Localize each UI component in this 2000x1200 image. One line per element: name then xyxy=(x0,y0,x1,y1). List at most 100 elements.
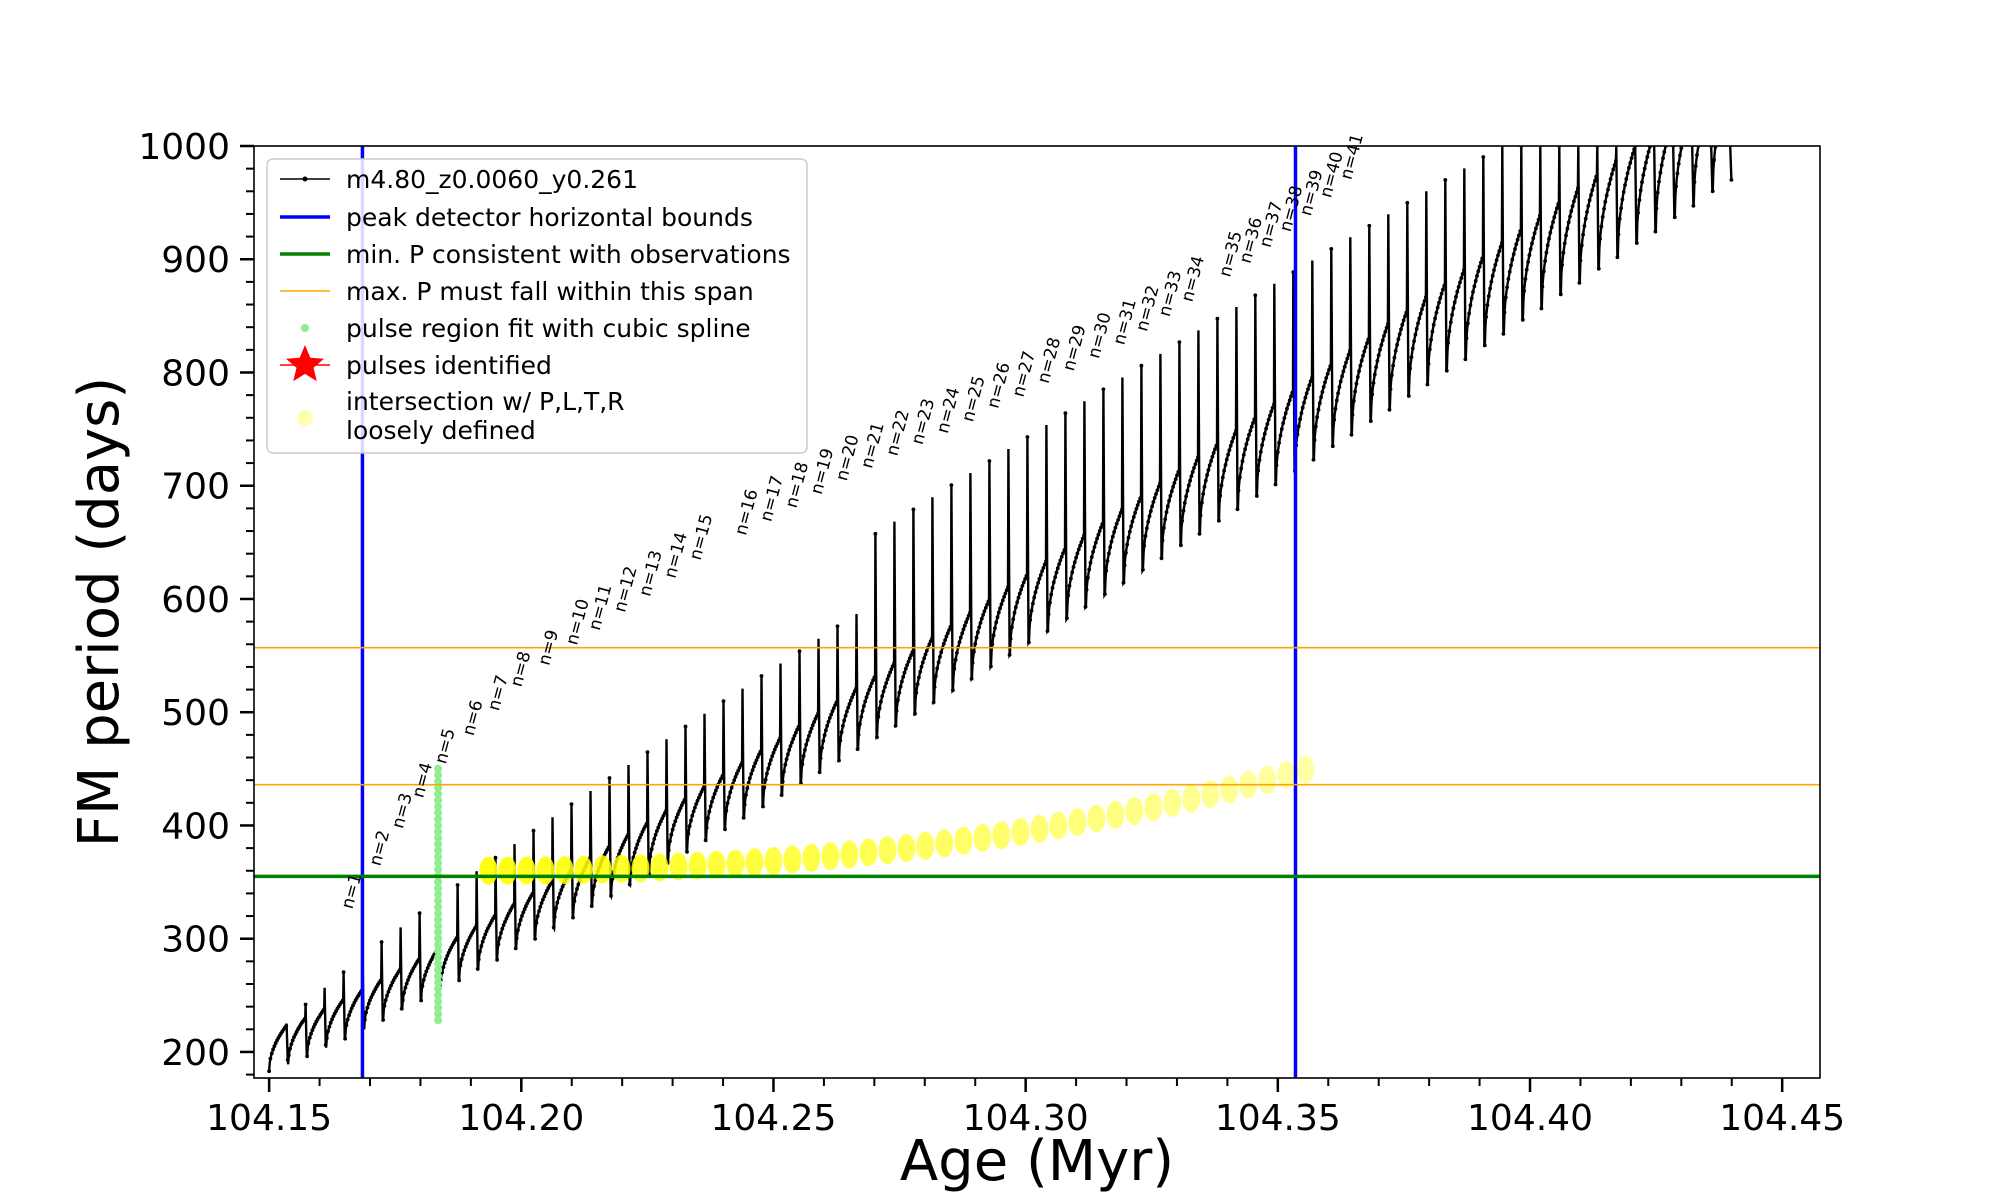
model-point xyxy=(1337,385,1342,389)
model-point xyxy=(1560,263,1564,267)
model-point xyxy=(1040,569,1044,574)
model-point xyxy=(936,660,941,665)
model-point xyxy=(1535,222,1540,226)
model-point xyxy=(290,1038,295,1043)
model-point xyxy=(345,1017,350,1022)
model-point xyxy=(664,808,668,813)
model-point xyxy=(400,998,405,1003)
model-point xyxy=(1296,424,1301,429)
intersection-point xyxy=(954,826,973,855)
model-point xyxy=(551,925,556,930)
model-point xyxy=(1336,391,1340,396)
model-point xyxy=(885,677,890,682)
model-point xyxy=(1251,421,1255,425)
model-point xyxy=(476,957,481,962)
spline-points xyxy=(434,764,443,1025)
model-point xyxy=(782,769,786,774)
model-point xyxy=(918,669,923,674)
model-point xyxy=(767,762,772,766)
model-point xyxy=(627,882,632,887)
model-point xyxy=(1570,204,1575,209)
model-point xyxy=(1585,210,1589,214)
model-point xyxy=(695,798,700,803)
model-point xyxy=(1578,258,1583,263)
model-point xyxy=(930,636,934,640)
model-point xyxy=(890,664,895,669)
model-point xyxy=(1279,427,1284,431)
intersection-point xyxy=(1011,818,1030,847)
model-point xyxy=(1452,300,1457,305)
model-point xyxy=(444,957,448,962)
intersection-point xyxy=(916,831,935,860)
model-point xyxy=(1162,526,1166,530)
model-point xyxy=(945,631,950,636)
model-point xyxy=(1013,605,1018,610)
model-point xyxy=(558,891,562,896)
model-point xyxy=(1345,356,1350,361)
model-point xyxy=(457,978,461,983)
model-point xyxy=(556,895,561,900)
model-point xyxy=(1576,186,1580,191)
model-point xyxy=(1175,473,1179,478)
spline-point xyxy=(434,915,443,924)
model-point xyxy=(348,1009,353,1014)
model-point xyxy=(1712,158,1716,162)
model-point xyxy=(1611,167,1616,172)
model-point xyxy=(1029,608,1034,613)
model-point xyxy=(721,699,726,703)
model-point xyxy=(1234,428,1238,433)
model-point xyxy=(972,649,976,654)
model-point xyxy=(879,699,883,704)
model-point xyxy=(493,855,498,860)
model-point xyxy=(1215,316,1220,321)
model-point xyxy=(1316,407,1321,412)
model-point xyxy=(424,969,429,974)
model-point xyxy=(504,916,509,921)
model-point xyxy=(1632,147,1637,152)
x-tick-label: 104.30 xyxy=(963,1098,1089,1139)
model-point xyxy=(517,922,522,927)
model-point xyxy=(1101,387,1106,392)
model-point xyxy=(1569,209,1574,214)
model-point xyxy=(1057,562,1061,566)
model-point xyxy=(780,779,785,784)
model-point xyxy=(1189,474,1194,478)
model-point xyxy=(1490,273,1495,278)
intersection-point xyxy=(821,842,840,871)
model-point xyxy=(723,827,727,832)
model-point xyxy=(1564,233,1568,238)
model-point xyxy=(1248,428,1253,433)
model-point xyxy=(305,1054,309,1059)
model-point xyxy=(1147,514,1152,519)
intersection-point xyxy=(517,856,536,885)
model-point xyxy=(1031,601,1035,606)
model-point xyxy=(1412,339,1416,343)
intersection-point xyxy=(1049,811,1068,840)
model-point xyxy=(830,709,835,714)
model-point xyxy=(1177,340,1182,344)
model-point xyxy=(1405,200,1410,205)
intersection-point xyxy=(650,853,669,882)
model-point xyxy=(673,819,678,824)
legend-label-max-p: max. P must fall within this span xyxy=(346,277,754,306)
model-point xyxy=(1168,493,1173,498)
model-point xyxy=(1548,230,1553,235)
model-point xyxy=(1624,177,1629,181)
y-axis-title: FM period (days) xyxy=(67,377,132,847)
legend-item-max-p: max. P must fall within this span xyxy=(280,277,754,306)
model-point xyxy=(1468,303,1473,308)
model-point xyxy=(847,702,852,706)
model-point xyxy=(1000,598,1005,603)
model-point xyxy=(537,909,541,913)
spline-point xyxy=(434,890,443,899)
model-point xyxy=(1431,322,1436,327)
model-point xyxy=(1446,340,1450,345)
model-point xyxy=(706,816,710,820)
model-point xyxy=(1133,510,1137,515)
model-point xyxy=(1600,215,1605,219)
model-point xyxy=(1549,225,1554,230)
model-point xyxy=(1137,499,1141,504)
model-point xyxy=(267,1069,271,1074)
model-point xyxy=(961,627,966,632)
model-point xyxy=(1308,379,1313,384)
